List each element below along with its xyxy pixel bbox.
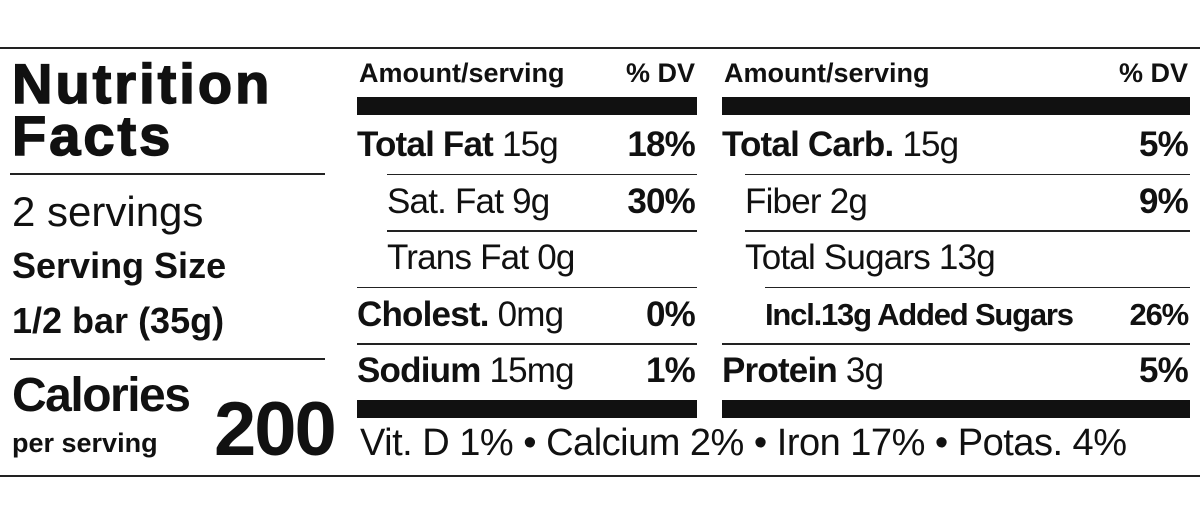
nutrient-amount: 0g [537, 238, 575, 277]
divider [10, 358, 325, 360]
row-divider [357, 343, 697, 345]
bottom-border [0, 475, 1200, 477]
column-header: Amount/serving % DV [359, 56, 695, 90]
top-border [0, 47, 1200, 49]
nutrient: Total Carb. 15g [722, 123, 959, 167]
nutrient-dv: 1% [646, 351, 696, 390]
nutrient-row: Total Carb. 15g 5% [722, 123, 1189, 167]
thick-bar [357, 400, 697, 418]
servings: 2 servings [12, 188, 204, 235]
per-serving: per serving [12, 428, 158, 458]
nutrient-name: Total Carb. [722, 125, 894, 164]
nutrient: Cholest. 0mg [357, 293, 564, 337]
row-divider [745, 230, 1190, 232]
nutrient-name: Total Fat [357, 125, 494, 164]
nutrient-dv: 18% [627, 125, 695, 164]
nutrient-row: Protein 3g 5% [722, 349, 1189, 393]
title-line: Nutrition [11, 52, 273, 115]
serving-size-label: Serving Size [12, 245, 227, 286]
nutrient-amount: 3g [845, 351, 884, 390]
nutrient-row: Incl.13g Added Sugars 26% [765, 293, 1190, 337]
nutrient-row: Trans Fat 0g [387, 236, 695, 280]
row-divider [765, 286, 1190, 288]
header-dv: % DV [625, 58, 695, 88]
calories: 200 [214, 387, 337, 472]
calories-label: Calories [12, 369, 191, 422]
title-line: Facts [11, 104, 174, 167]
nutrient-dv: 5% [1139, 351, 1189, 390]
nutrient-row: Total Fat 15g 18% [357, 123, 696, 167]
nutrient-amount: 0mg [497, 295, 564, 334]
nutrient-name: Sat. Fat [387, 182, 504, 221]
nutrient: Incl.13g Added Sugars [765, 293, 1074, 337]
nutrient-amount: 13g [938, 238, 996, 277]
nutrient-dv: 0% [646, 295, 696, 334]
nutrient-amount: 9g [512, 182, 550, 221]
column-header: Amount/serving % DV [724, 56, 1188, 90]
nutrient-row: Sodium 15mg 1% [357, 349, 696, 393]
thick-bar [722, 400, 1190, 418]
row-divider [387, 173, 697, 175]
nutrient-dv: 9% [1139, 182, 1189, 221]
row-divider [357, 286, 697, 288]
divider [10, 173, 325, 175]
nutrient-name: Trans Fat [387, 238, 529, 277]
nutrient-amount: 15mg [489, 351, 574, 390]
thick-bar [357, 97, 697, 115]
nutrient-row: Total Sugars 13g [745, 236, 1188, 280]
nutrient-name: Sodium [357, 351, 481, 390]
nutrient-row: Sat. Fat 9g 30% [387, 180, 696, 224]
nutrient: Total Sugars 13g [745, 236, 996, 280]
nutrient-row: Fiber 2g 9% [745, 180, 1189, 224]
row-divider [387, 230, 697, 232]
nutrient-name: Fiber [745, 182, 822, 221]
nutrient: Sodium 15mg [357, 349, 575, 393]
nutrient-row: Cholest. 0mg 0% [357, 293, 696, 337]
nutrient-dv: 30% [627, 182, 695, 221]
nutrient-name: Total Sugars [745, 238, 931, 277]
header-amount: Amount/serving [359, 58, 565, 88]
nutrient: Fiber 2g [745, 180, 868, 224]
nutrient-name: Protein [722, 351, 838, 390]
nutrient-name: Cholest. [357, 295, 489, 334]
row-divider [722, 343, 1190, 345]
nutrient-amount: 15g [501, 125, 559, 164]
nutrient: Total Fat 15g [357, 123, 559, 167]
nutrient-amount: 15g [902, 125, 959, 164]
thick-bar [722, 97, 1190, 115]
nutrient-name: Incl.13g Added Sugars [765, 297, 1074, 332]
nutrient: Protein 3g [722, 349, 884, 393]
nutrient: Sat. Fat 9g [387, 180, 550, 224]
nutrient-dv: 5% [1139, 125, 1189, 164]
header-amount: Amount/serving [724, 58, 930, 88]
nutrient-dv: 26% [1129, 297, 1190, 332]
serving-size: 1/2 bar (35g) [12, 300, 225, 341]
row-divider [745, 173, 1190, 175]
nutrient-amount: 2g [829, 182, 868, 221]
header-dv: % DV [1118, 58, 1188, 88]
nutrient: Trans Fat 0g [387, 236, 575, 280]
footer: Vit. D 1% • Calcium 2% • Iron 17% • Pota… [360, 422, 1127, 464]
